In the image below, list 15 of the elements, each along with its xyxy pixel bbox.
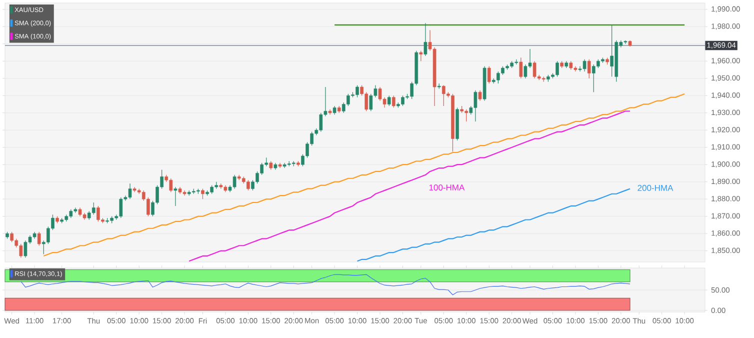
annotation: 200-HMA xyxy=(638,184,674,191)
candlestick xyxy=(328,109,332,115)
candlestick xyxy=(37,232,41,246)
candlestick xyxy=(478,90,482,102)
candlestick xyxy=(201,188,204,200)
candlestick xyxy=(487,66,491,84)
candlestick xyxy=(519,57,523,79)
annotation: 100-HMA xyxy=(429,184,465,191)
candlestick xyxy=(392,95,396,108)
candlestick xyxy=(419,50,423,62)
candlestick xyxy=(92,202,96,215)
candlestick xyxy=(387,95,391,106)
candlestick xyxy=(587,59,591,79)
candlestick xyxy=(174,186,178,206)
candlestick xyxy=(424,22,428,56)
